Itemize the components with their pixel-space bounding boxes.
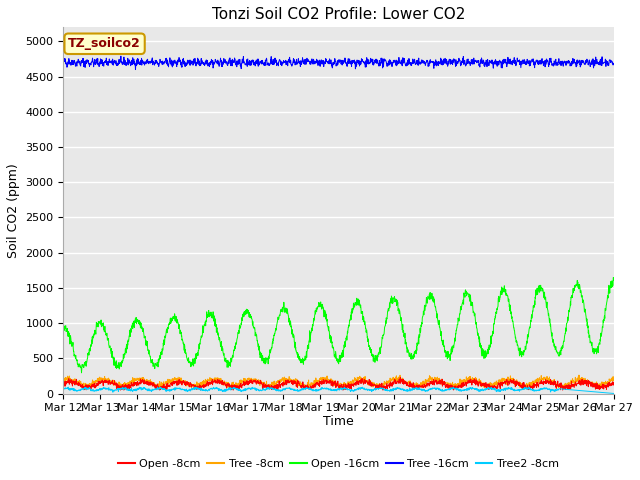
Tree -16cm: [610, 61, 618, 67]
Line: Tree -16cm: Tree -16cm: [63, 56, 614, 70]
Open -8cm: [396, 374, 404, 380]
Tree2 -8cm: [610, 391, 618, 396]
Open -16cm: [77, 370, 85, 376]
Tree -16cm: [594, 60, 602, 66]
Open -16cm: [594, 344, 602, 349]
Tree -16cm: [493, 63, 501, 69]
Open -8cm: [610, 382, 618, 388]
Open -8cm: [116, 387, 124, 393]
Open -16cm: [610, 277, 618, 283]
Tree2 -8cm: [65, 384, 72, 390]
Tree2 -8cm: [60, 386, 67, 392]
Line: Open -16cm: Open -16cm: [63, 277, 614, 373]
Tree -16cm: [313, 60, 321, 66]
Line: Tree2 -8cm: Tree2 -8cm: [63, 387, 614, 394]
Open -16cm: [609, 275, 617, 280]
Tree2 -8cm: [313, 386, 321, 392]
Tree -16cm: [328, 60, 335, 66]
Tree -8cm: [327, 377, 335, 383]
Tree2 -8cm: [594, 389, 602, 395]
Legend: Open -8cm, Tree -8cm, Open -16cm, Tree -16cm, Tree2 -8cm: Open -8cm, Tree -8cm, Open -16cm, Tree -…: [114, 454, 563, 473]
Tree2 -8cm: [327, 386, 335, 392]
Open -8cm: [595, 386, 602, 392]
Tree -16cm: [595, 61, 602, 67]
Tree -16cm: [88, 59, 95, 65]
Tree2 -8cm: [493, 388, 500, 394]
Tree -8cm: [60, 378, 67, 384]
Open -16cm: [88, 337, 95, 343]
Line: Open -8cm: Open -8cm: [63, 377, 614, 390]
Open -8cm: [327, 383, 335, 388]
Open -16cm: [594, 347, 602, 352]
Open -16cm: [493, 306, 500, 312]
Tree2 -8cm: [88, 388, 95, 394]
Open -16cm: [313, 309, 321, 314]
Tree -8cm: [88, 383, 95, 388]
Tree -8cm: [594, 384, 602, 390]
Open -8cm: [60, 382, 67, 387]
Open -8cm: [493, 384, 501, 390]
Open -8cm: [594, 384, 602, 390]
Open -8cm: [88, 382, 95, 388]
X-axis label: Time: Time: [323, 415, 354, 428]
Open -16cm: [60, 324, 67, 330]
Tree -16cm: [132, 67, 140, 72]
Tree2 -8cm: [594, 389, 602, 395]
Tree -16cm: [117, 53, 125, 59]
Tree -8cm: [113, 385, 120, 391]
Tree -8cm: [313, 378, 321, 384]
Text: TZ_soilco2: TZ_soilco2: [68, 37, 141, 50]
Open -8cm: [313, 380, 321, 385]
Tree -8cm: [493, 383, 501, 388]
Tree -16cm: [60, 59, 67, 64]
Line: Tree -8cm: Tree -8cm: [63, 375, 614, 388]
Open -16cm: [327, 334, 335, 339]
Y-axis label: Soil CO2 (ppm): Soil CO2 (ppm): [7, 163, 20, 258]
Title: Tonzi Soil CO2 Profile: Lower CO2: Tonzi Soil CO2 Profile: Lower CO2: [212, 7, 465, 22]
Tree -8cm: [610, 374, 618, 380]
Tree -8cm: [595, 382, 602, 388]
Tree -8cm: [396, 372, 404, 378]
